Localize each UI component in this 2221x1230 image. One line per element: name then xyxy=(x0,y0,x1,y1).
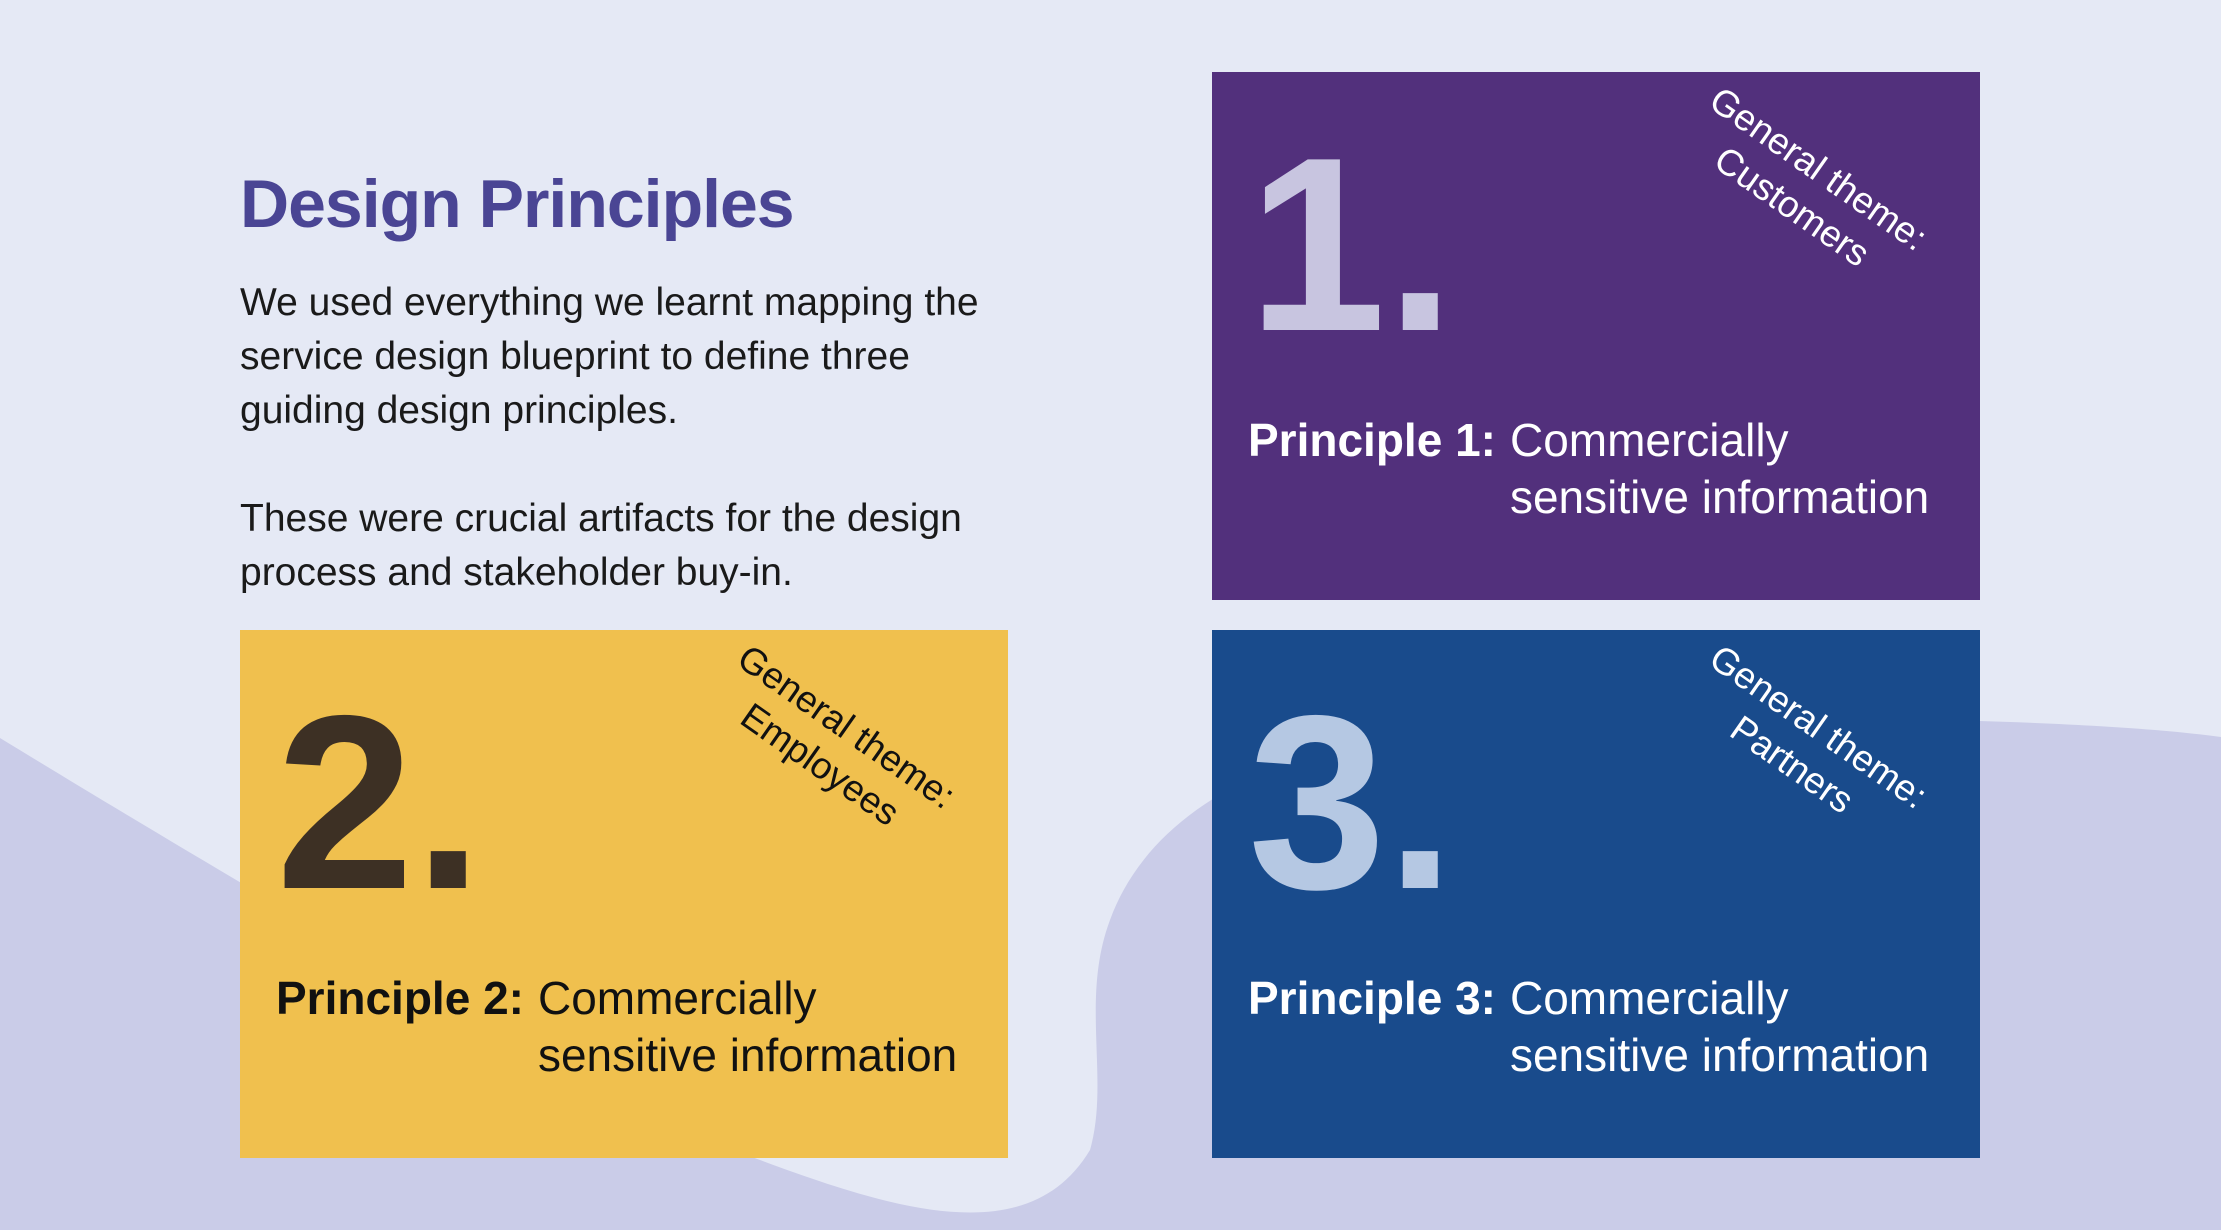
principle-description: Commercially sensitive information xyxy=(1509,972,1930,1081)
principle-text: Principle 2: Commercially sensitive info… xyxy=(276,970,978,1084)
principle-text: Principle 3: Commercially sensitive info… xyxy=(1248,970,1950,1084)
general-theme-label: General theme: Employees xyxy=(730,636,963,834)
principle-number: 1. xyxy=(1248,105,1455,383)
principle-number: 3. xyxy=(1248,663,1455,941)
general-theme-label: General theme: Customers xyxy=(1702,78,1935,275)
intro-paragraph-secondary: These were crucial artifacts for the des… xyxy=(240,497,962,594)
intro-paragraph: We used everything we learnt mapping the… xyxy=(240,281,979,432)
principle-label: Principle 1: xyxy=(1248,414,1496,466)
principle-card-3: 3. General theme: Partners Principle 3: … xyxy=(1212,630,1980,1158)
principle-card-1: 1. General theme: Customers Principle 1:… xyxy=(1212,72,1980,600)
principle-card-2: 2. General theme: Employees Principle 2:… xyxy=(240,630,1008,1158)
principle-description: Commercially sensitive information xyxy=(537,972,958,1081)
principle-label: Principle 3: xyxy=(1248,972,1496,1024)
page-title: Design Principles xyxy=(240,166,795,242)
principle-text: Principle 1: Commercially sensitive info… xyxy=(1248,412,1950,526)
principle-label: Principle 2: xyxy=(276,972,524,1024)
general-theme-label: General theme: Partners xyxy=(1702,636,1935,822)
principle-description: Commercially sensitive information xyxy=(1509,414,1930,523)
principle-number: 2. xyxy=(276,663,483,941)
